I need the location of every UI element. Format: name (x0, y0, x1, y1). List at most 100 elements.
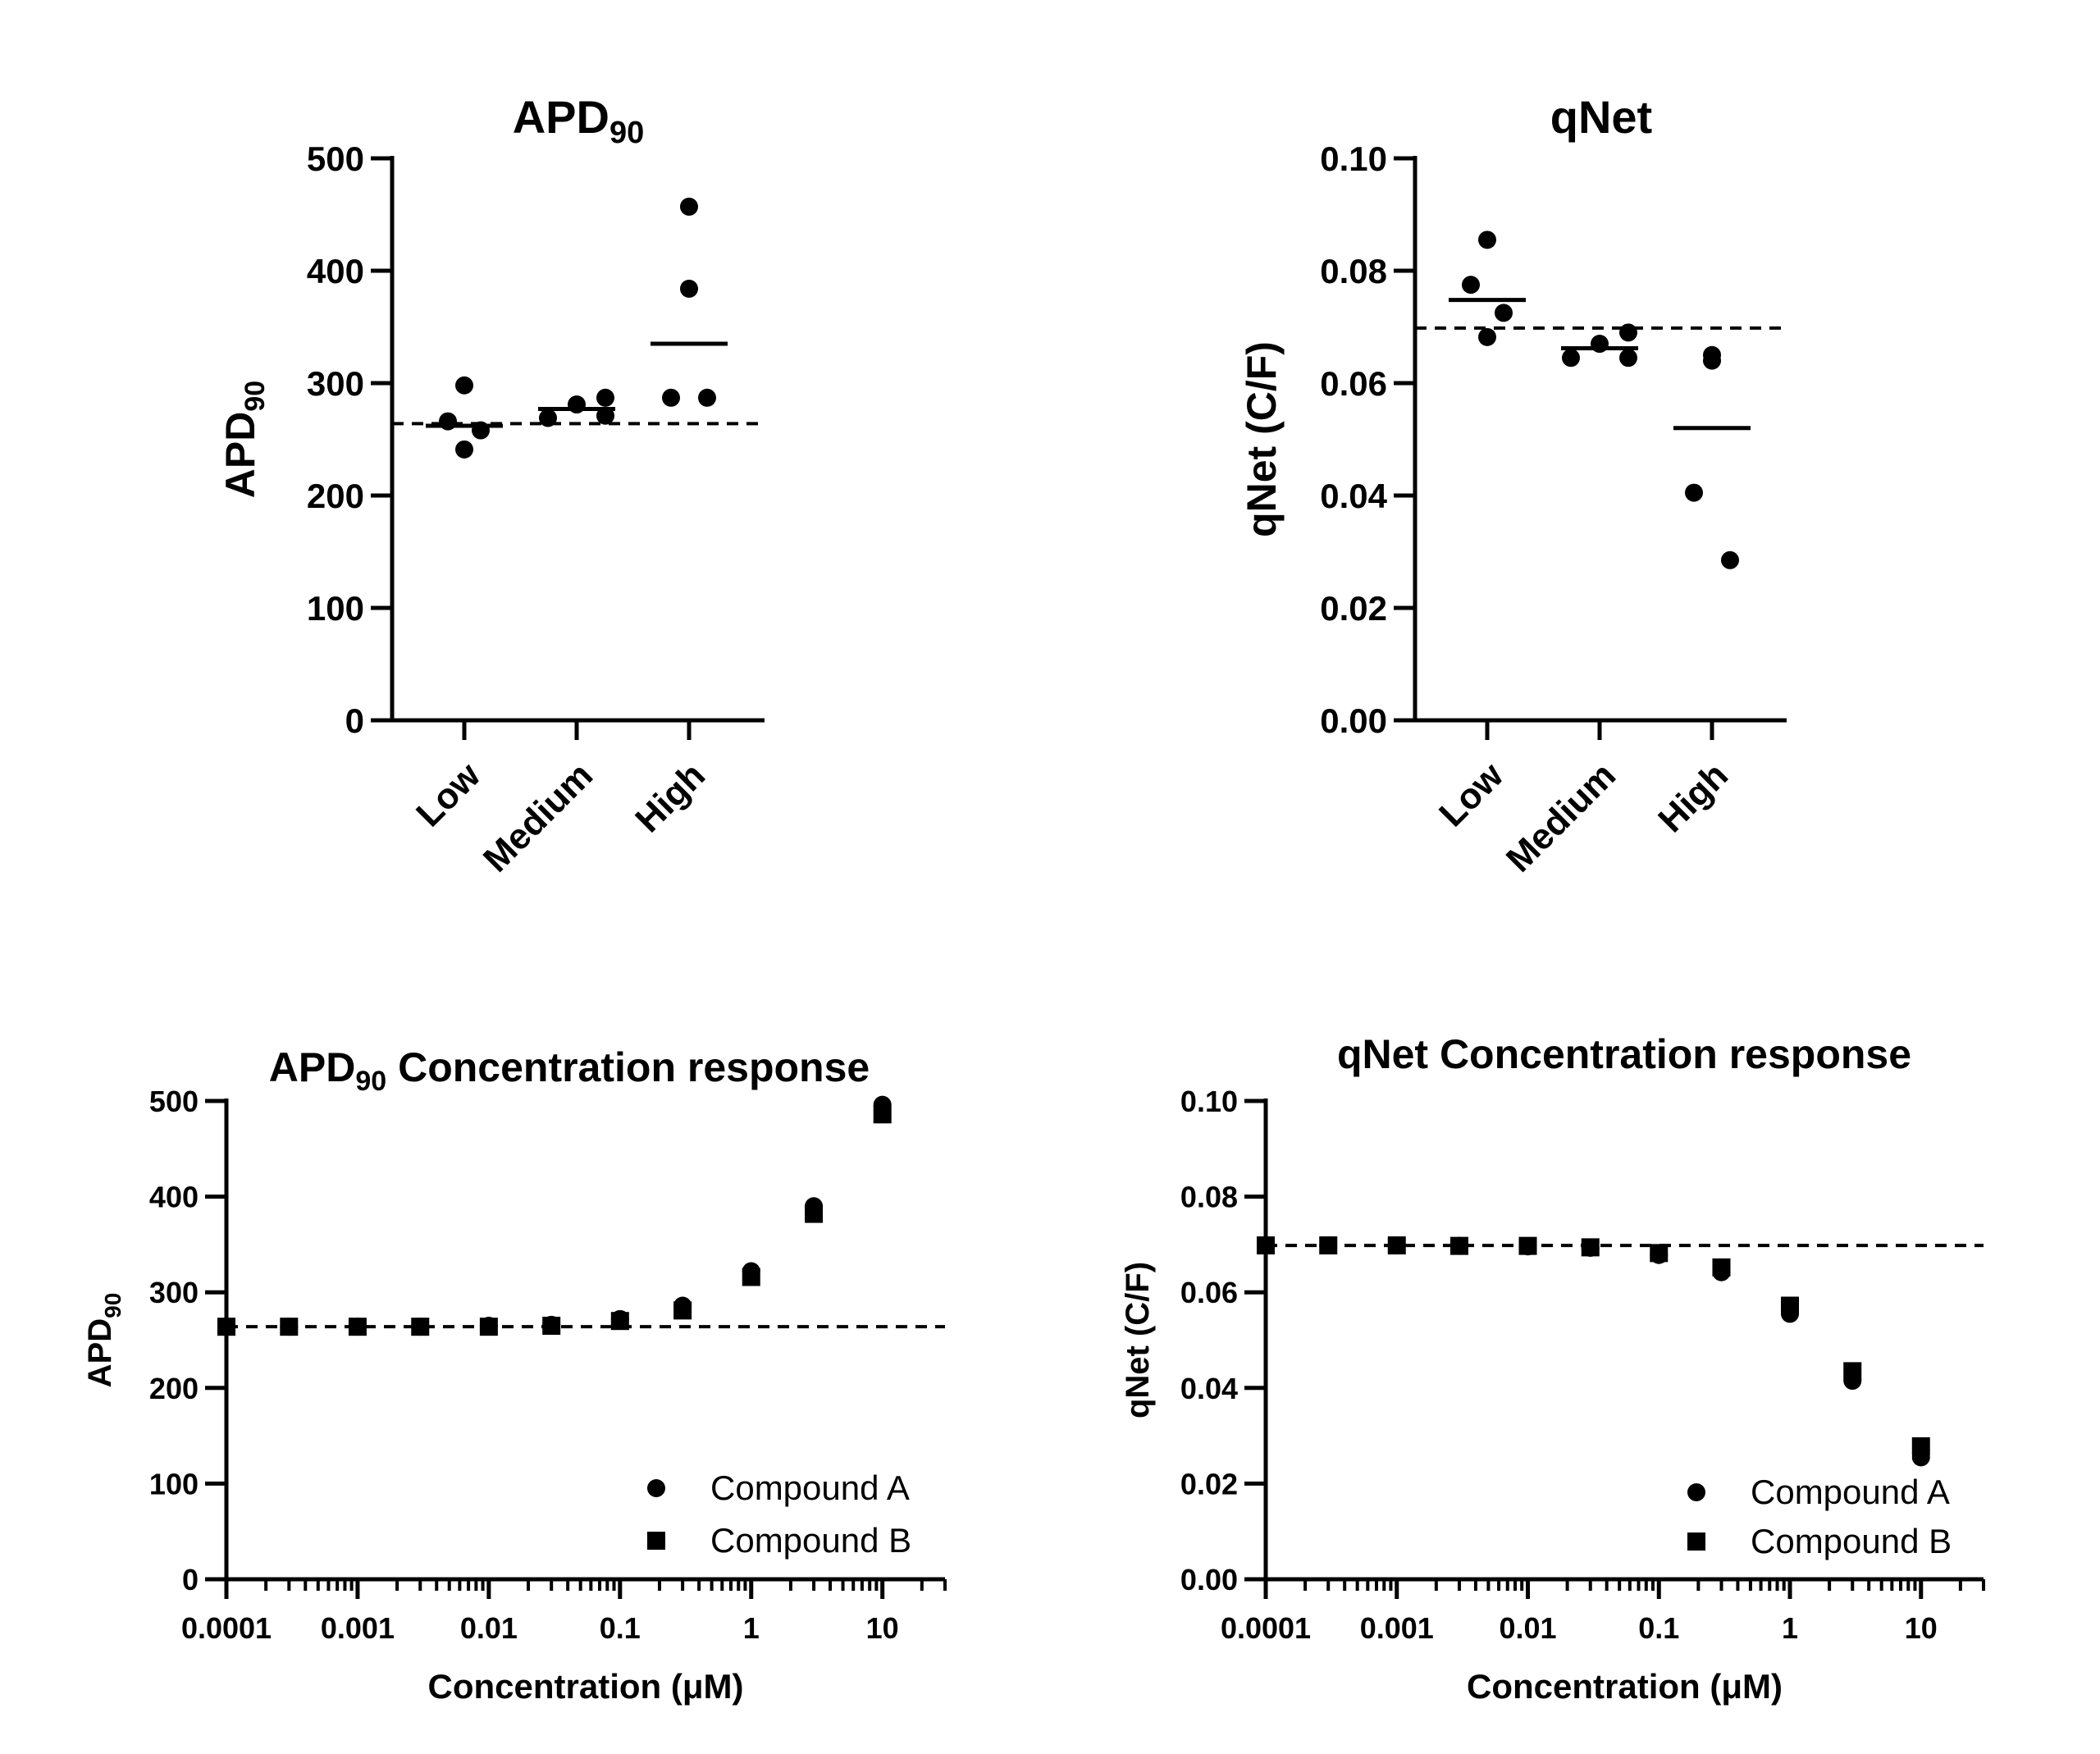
chart-title: qNet (1550, 91, 1652, 143)
data-point (1562, 349, 1580, 368)
y-tick-label: 0.08 (1320, 252, 1387, 290)
data-point-compound-b (217, 1318, 235, 1336)
y-axis-label-main: qNet (C/F) (1120, 1262, 1156, 1418)
x-axis-label: Concentration (μM) (1467, 1667, 1783, 1706)
y-tick-label: 0 (345, 701, 364, 740)
data-point (1619, 349, 1637, 368)
data-point-compound-b (873, 1105, 892, 1124)
x-tick-label: 0.01 (460, 1611, 518, 1645)
y-axis-label: qNet (C/F) (1120, 1262, 1156, 1418)
y-axis-label: APD90 (82, 1293, 126, 1388)
data-point (1703, 351, 1721, 370)
y-tick-label: 0.04 (1180, 1372, 1238, 1405)
data-point-compound-b (1843, 1362, 1862, 1381)
x-tick-label: 0.1 (600, 1611, 641, 1645)
chart-title-subscript: 90 (355, 1066, 386, 1097)
y-tick-label: 200 (307, 477, 364, 515)
x-tick-label: 10 (1905, 1611, 1938, 1645)
x-tick-label: 0.1 (1638, 1611, 1679, 1645)
chart-qnet-concentration: qNet Concentration response qNet (C/F) 0.0… (1120, 1031, 1985, 1706)
category-label-medium: Medium (476, 755, 600, 879)
y-tick-label: 0.02 (1320, 589, 1387, 628)
data-point-compound-b (1781, 1296, 1800, 1315)
y-tick-label: 0.10 (1180, 1085, 1238, 1118)
y-tick-label: 200 (149, 1372, 199, 1405)
chart-title: APD90 Concentration response (269, 1044, 870, 1097)
legend-marker-square (647, 1532, 665, 1550)
data-point (596, 406, 614, 425)
chart-title: APD90 (513, 91, 645, 150)
data-point-compound-b (1387, 1236, 1406, 1255)
y-tick-label: 0.00 (1180, 1563, 1238, 1596)
y-tick-label: 500 (307, 139, 364, 178)
chart-qnet-groups: qNet qNet (C/F) 0.00 0.02 0.04 0.06 0.08 0.10 Lo… (1239, 91, 1787, 880)
chart-title-subscript: 90 (609, 116, 644, 150)
y-tick-label: 0.04 (1320, 477, 1387, 515)
x-tick-label: 0.0001 (181, 1611, 272, 1645)
x-tick-label: 0.0001 (1221, 1611, 1311, 1645)
x-tick-label: 0.01 (1499, 1611, 1556, 1645)
data-point-compound-b (479, 1318, 498, 1336)
y-axis-label-subscript: 90 (240, 381, 271, 412)
data-point (1495, 304, 1513, 322)
data-point-compound-b (1319, 1236, 1338, 1255)
y-tick-label: 300 (149, 1276, 199, 1309)
data-point (680, 197, 698, 216)
legend-label: Compound A (1751, 1473, 1950, 1511)
chart-apd90-concentration: APD90 Concentration responseAPD900100200… (82, 1044, 947, 1706)
y-axis-label-main: APD (82, 1318, 118, 1387)
data-point-compound-b (542, 1317, 561, 1336)
data-point-compound-b (1581, 1238, 1600, 1257)
y-tick-label: 0.06 (1320, 364, 1387, 403)
data-point (1478, 327, 1496, 346)
legend-marker-circle (1687, 1483, 1705, 1501)
data-point (1619, 323, 1637, 342)
data-point (596, 388, 614, 407)
y-tick-label: 0.02 (1180, 1467, 1238, 1500)
y-tick-label: 0.10 (1320, 139, 1387, 178)
data-point-compound-b (1650, 1244, 1669, 1263)
category-label-low: Low (1431, 755, 1511, 834)
y-tick-label: 300 (307, 364, 364, 403)
y-tick-label: 400 (307, 252, 364, 290)
category-label-medium: Medium (1499, 755, 1623, 879)
data-point (1462, 276, 1480, 295)
data-point-compound-b (1257, 1236, 1275, 1255)
legend-marker-square (1687, 1532, 1705, 1551)
chart-title: qNet Concentration response (1337, 1031, 1911, 1077)
y-tick-label: 400 (149, 1181, 199, 1214)
chart-title-main: APD (513, 91, 609, 143)
data-point-compound-b (348, 1318, 367, 1336)
x-axis-label: Concentration (μM) (428, 1667, 744, 1706)
x-tick-label: 10 (866, 1611, 899, 1645)
data-point (455, 440, 473, 459)
x-tick-label: 0.001 (1360, 1611, 1434, 1645)
data-point-compound-b (1449, 1236, 1468, 1255)
y-axis-label-main: APD (217, 412, 263, 499)
legend-label: Compound A (710, 1469, 910, 1507)
legend-label: Compound B (710, 1521, 911, 1560)
y-tick-label: 500 (149, 1085, 199, 1118)
y-axis-label-subscript: 90 (100, 1293, 126, 1318)
data-point (698, 388, 716, 407)
data-point-compound-b (610, 1312, 629, 1331)
chart-title-main: qNet (1550, 91, 1652, 143)
x-tick-label: 1 (1782, 1611, 1798, 1645)
data-point (662, 388, 680, 407)
data-point (1478, 231, 1496, 249)
data-point-compound-b (742, 1268, 760, 1286)
data-point (539, 409, 557, 427)
data-point-compound-b (1712, 1258, 1731, 1277)
data-point-compound-b (1911, 1437, 1930, 1455)
y-tick-label: 0.08 (1180, 1181, 1238, 1214)
chart-title-main: APD (269, 1044, 356, 1090)
data-point-compound-b (280, 1318, 299, 1336)
data-point-compound-b (805, 1204, 824, 1223)
data-point-compound-b (411, 1318, 430, 1336)
y-tick-label: 0.06 (1180, 1276, 1238, 1309)
data-point (1721, 550, 1739, 569)
y-tick-label: 0.00 (1320, 701, 1387, 740)
legend-label: Compound B (1751, 1522, 1952, 1560)
